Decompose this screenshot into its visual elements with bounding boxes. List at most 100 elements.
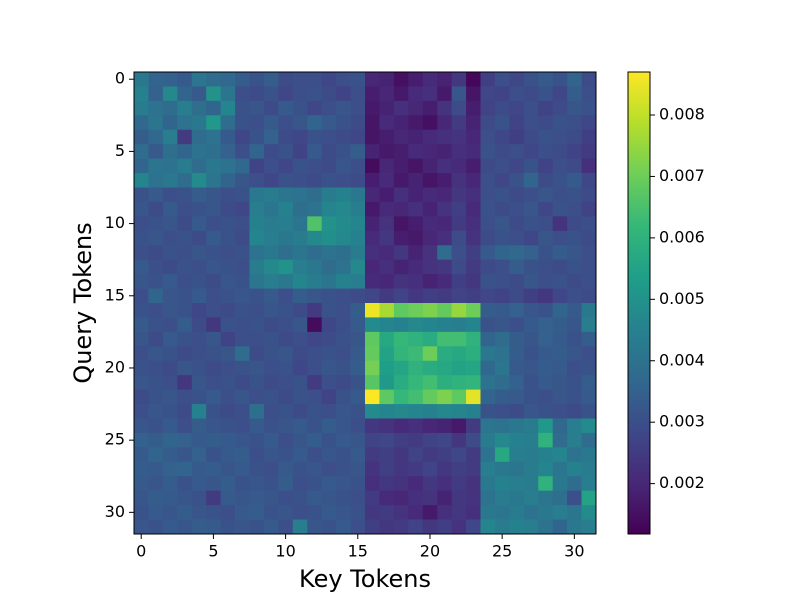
heatmap-cell	[538, 418, 554, 434]
heatmap-cell	[538, 216, 554, 232]
heatmap-cell	[307, 100, 323, 116]
colorbar-tick-label: 0.005	[659, 289, 705, 308]
heatmap-cell	[249, 505, 265, 520]
heatmap-cell	[350, 490, 366, 506]
heatmap-cell	[581, 216, 597, 232]
heatmap-cell	[480, 158, 496, 174]
heatmap-cell	[365, 245, 380, 261]
heatmap-cell	[350, 418, 366, 434]
heatmap-cell	[191, 245, 207, 261]
heatmap-cell	[191, 346, 207, 362]
heatmap-cell	[292, 86, 308, 102]
heatmap-cell	[321, 346, 337, 362]
heatmap-cell	[148, 201, 164, 217]
heatmap-cell	[422, 245, 438, 261]
heatmap-cell	[191, 158, 207, 174]
heatmap-cell	[134, 432, 149, 448]
heatmap-cell	[220, 173, 236, 188]
heatmap-cell	[191, 86, 207, 102]
heatmap-cell	[538, 490, 554, 506]
heatmap-cell	[278, 519, 294, 535]
heatmap-cell	[235, 375, 250, 391]
heatmap-cell	[538, 173, 554, 188]
heatmap-cell	[365, 519, 380, 535]
heatmap-cell	[235, 187, 250, 203]
heatmap-cell	[321, 505, 337, 520]
heatmap-cell	[451, 259, 467, 275]
heatmap-cell	[350, 129, 366, 145]
heatmap-cell	[278, 432, 294, 448]
heatmap-cell	[249, 360, 265, 376]
heatmap-cell	[552, 389, 568, 405]
heatmap-cell	[379, 476, 395, 492]
heatmap-cell	[307, 476, 323, 492]
heatmap-cell	[451, 404, 467, 419]
heatmap-cell	[451, 230, 467, 246]
heatmap-cell	[307, 288, 323, 304]
heatmap-cell	[466, 86, 481, 102]
heatmap-cell	[466, 432, 481, 448]
heatmap-cell	[509, 303, 525, 318]
heatmap-cell	[220, 259, 236, 275]
heatmap-cell	[567, 201, 582, 217]
heatmap-cell	[263, 360, 279, 376]
heatmap-cell	[422, 447, 438, 463]
heatmap-cell	[480, 490, 496, 506]
heatmap-cell	[437, 158, 453, 174]
heatmap-cell	[538, 72, 554, 87]
heatmap-cell	[148, 505, 164, 520]
heatmap-cell	[437, 389, 453, 405]
heatmap-cell	[307, 375, 323, 391]
heatmap-cell	[523, 86, 539, 102]
heatmap-cell	[307, 519, 323, 535]
heatmap-cell	[523, 274, 539, 289]
heatmap-cell	[162, 245, 178, 261]
heatmap-cell	[278, 288, 294, 304]
x-tick-label: 10	[275, 542, 295, 561]
heatmap-cell	[422, 129, 438, 145]
colorbar	[627, 71, 651, 535]
heatmap-cell	[494, 360, 510, 376]
heatmap-cell	[235, 129, 250, 145]
heatmap-cell	[278, 187, 294, 203]
heatmap-cell	[538, 230, 554, 246]
heatmap-cell	[191, 72, 207, 87]
heatmap-cell	[408, 216, 424, 232]
heatmap-cell	[134, 375, 149, 391]
heatmap-cell	[379, 245, 395, 261]
heatmap-cell	[336, 245, 351, 261]
heatmap-cell	[567, 476, 582, 492]
heatmap-cell	[321, 245, 337, 261]
heatmap-cell	[379, 288, 395, 304]
heatmap-cell	[350, 288, 366, 304]
heatmap-cell	[134, 201, 149, 217]
heatmap-cell	[567, 86, 582, 102]
heatmap-cell	[379, 461, 395, 477]
colorbar-tick-label: 0.008	[659, 105, 705, 124]
heatmap-cell	[336, 115, 351, 131]
heatmap-cell	[365, 432, 380, 448]
heatmap-cell	[235, 274, 250, 289]
heatmap-cell	[393, 360, 409, 376]
heatmap-cell	[249, 461, 265, 477]
heatmap-cell	[336, 259, 351, 275]
heatmap-cell	[191, 375, 207, 391]
heatmap-cell	[278, 447, 294, 463]
heatmap-cell	[451, 317, 467, 333]
heatmap-cell	[393, 346, 409, 362]
heatmap-cell	[134, 346, 149, 362]
heatmap-cell	[350, 360, 366, 376]
heatmap-cell	[422, 519, 438, 535]
heatmap-cell	[509, 158, 525, 174]
heatmap-cell	[422, 115, 438, 131]
heatmap-cell	[365, 274, 380, 289]
heatmap-cell	[552, 115, 568, 131]
heatmap-cell	[552, 245, 568, 261]
heatmap-cell	[408, 187, 424, 203]
heatmap-cell	[336, 490, 351, 506]
heatmap-cell	[365, 201, 380, 217]
heatmap-cell	[134, 230, 149, 246]
heatmap-cell	[437, 303, 453, 318]
heatmap-cell	[466, 230, 481, 246]
